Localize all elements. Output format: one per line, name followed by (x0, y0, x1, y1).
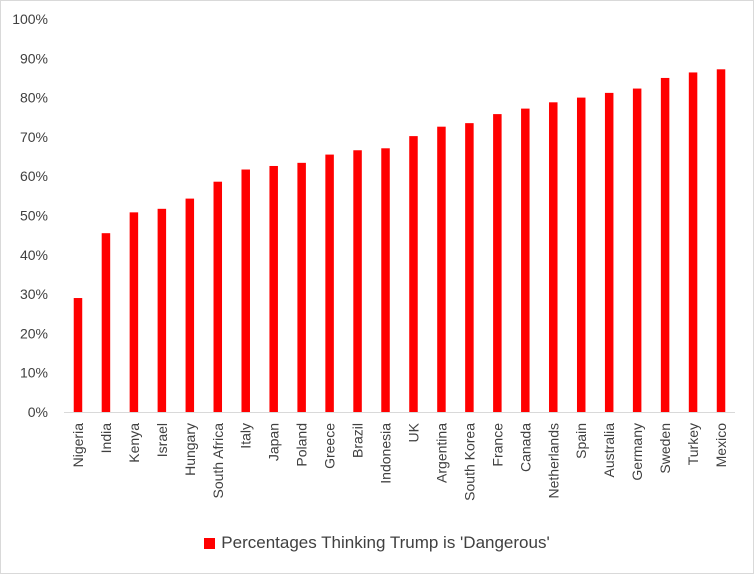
x-tick-label: Turkey (685, 423, 701, 465)
y-tick-label: 0% (28, 404, 48, 420)
bar-greece (325, 154, 334, 412)
x-tick-label: Nigeria (70, 423, 86, 468)
bar-spain (576, 97, 586, 412)
y-tick-label: 60% (20, 168, 48, 184)
y-tick-label: 80% (20, 90, 48, 106)
bar-poland (297, 162, 306, 412)
x-tick-label: France (489, 423, 505, 467)
y-tick-label: 30% (20, 286, 48, 302)
bar-argentina (437, 126, 446, 412)
x-tick-label: Indonesia (378, 423, 394, 484)
y-tick-label: 10% (20, 365, 48, 381)
y-axis: 0% 10% 20% 30% 40% 50% 60% 70% 80% 90% 100% (12, 11, 48, 420)
bar-mexico (716, 69, 726, 412)
x-tick-label: Germany (629, 423, 645, 481)
bar-hungary (185, 198, 195, 412)
x-tick-label: Greece (322, 423, 338, 469)
bar-japan (269, 165, 278, 412)
x-tick-label: Netherlands (545, 423, 561, 499)
bar-south-africa (213, 181, 223, 412)
x-tick-label: Mexico (713, 423, 729, 468)
y-tick-label: 40% (20, 247, 48, 263)
x-tick-label: Kenya (126, 423, 142, 463)
x-tick-label: UK (405, 422, 421, 442)
bar-israel (157, 208, 167, 412)
y-tick-label: 20% (20, 325, 48, 341)
bar-australia (604, 92, 614, 412)
x-tick-label: Brazil (350, 423, 366, 458)
bar-south-korea (465, 123, 474, 413)
x-tick-label: Canada (517, 423, 533, 472)
bars (73, 69, 726, 413)
bar-india (101, 233, 111, 412)
legend-label: Percentages Thinking Trump is 'Dangerous… (221, 533, 550, 552)
y-tick-label: 100% (12, 11, 48, 27)
x-tick-label: South Korea (461, 423, 477, 501)
bar-indonesia (381, 148, 390, 412)
x-tick-label: Israel (154, 423, 170, 457)
x-axis-labels: Nigeria India Kenya Israel Hungary South Afri… (70, 422, 729, 501)
legend-swatch (204, 538, 216, 549)
bar-canada (521, 108, 530, 412)
x-tick-label: Hungary (182, 423, 198, 476)
x-tick-label: India (98, 423, 114, 454)
x-tick-label: Argentina (433, 423, 449, 483)
bar-france (493, 114, 502, 412)
y-tick-label: 50% (20, 208, 48, 224)
x-tick-label: Sweden (657, 423, 673, 474)
x-tick-label: Australia (601, 423, 617, 478)
x-tick-label: South Africa (210, 423, 226, 499)
bar-uk (409, 136, 418, 412)
y-tick-label: 70% (20, 129, 48, 145)
bar-kenya (129, 212, 139, 412)
bar-italy (241, 169, 250, 412)
x-tick-label: Poland (294, 423, 310, 467)
x-tick-label: Japan (266, 423, 282, 461)
x-tick-label: Spain (573, 423, 589, 459)
bar-brazil (353, 150, 362, 412)
bar-germany (632, 88, 642, 412)
y-tick-label: 90% (20, 50, 48, 66)
bar-netherlands (549, 102, 558, 412)
bar-sweden (660, 77, 670, 412)
x-tick-label: Italy (238, 423, 254, 449)
legend: Percentages Thinking Trump is 'Dangerous… (0, 533, 754, 553)
bar-nigeria (73, 298, 83, 412)
bar-turkey (688, 72, 698, 412)
